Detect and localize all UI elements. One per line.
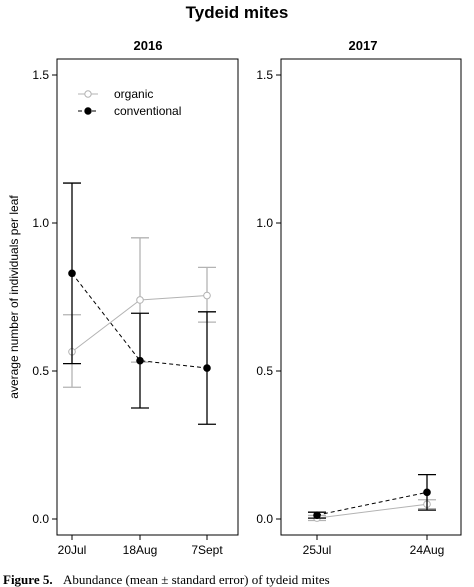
legend-label-organic: organic (114, 87, 153, 101)
point-conventional-2016-1 (136, 356, 144, 365)
point-conventional-2017-0 (313, 511, 321, 519)
series-line-organic-2017 (316, 503, 428, 519)
legend-label-conventional: conventional (114, 104, 181, 118)
y-tick-label-2016-0: 0.0 (32, 512, 49, 526)
x-tick-label-2017-0: 25Jul (303, 543, 332, 557)
point-conventional-2017-1 (423, 488, 431, 497)
figure-caption: Figure 5. Abundance (mean ± standard err… (3, 571, 330, 587)
y-tick-label-2016-2: 1.0 (32, 216, 49, 230)
point-organic-2016-2 (203, 291, 211, 300)
caption-label: Figure 5. (3, 572, 53, 587)
y-tick-label-2017-0: 0.0 (256, 512, 273, 526)
y-tick-label-2016-3: 1.5 (32, 68, 49, 82)
y-tick-label-2017-2: 1.0 (256, 216, 273, 230)
legend: organic conventional (78, 87, 181, 118)
point-organic-2016-1 (136, 296, 144, 304)
x-tick-label-2016-0: 20Jul (58, 543, 87, 557)
x-tick-label-2016-1: 18Aug (123, 543, 158, 557)
plot-frame-2016 (56, 58, 239, 536)
point-conventional-2016-0 (68, 269, 76, 278)
legend-marker-organic (84, 90, 92, 98)
plot-frame-2017 (280, 58, 462, 536)
figure-title: Tydeid mites (186, 3, 289, 22)
y-tick-label-2017-3: 1.5 (256, 68, 273, 82)
y-tick-label-2017-1: 0.5 (256, 364, 273, 378)
x-tick-label-2016-2: 7Sept (191, 543, 223, 557)
point-conventional-2016-2 (203, 364, 211, 372)
panel-title-2016: 2016 (134, 38, 163, 53)
caption-text: Abundance (mean ± standard error) of tyd… (63, 572, 330, 587)
y-axis-label: average number of individuals per leaf (7, 195, 21, 399)
x-tick-label-2017-1: 24Aug (410, 543, 445, 557)
series-line-conventional-2016 (71, 273, 208, 369)
legend-marker-conventional (84, 107, 92, 115)
series-line-conventional-2017 (316, 491, 428, 516)
y-tick-label-2016-1: 0.5 (32, 364, 49, 378)
panel-title-2017: 2017 (349, 38, 378, 53)
